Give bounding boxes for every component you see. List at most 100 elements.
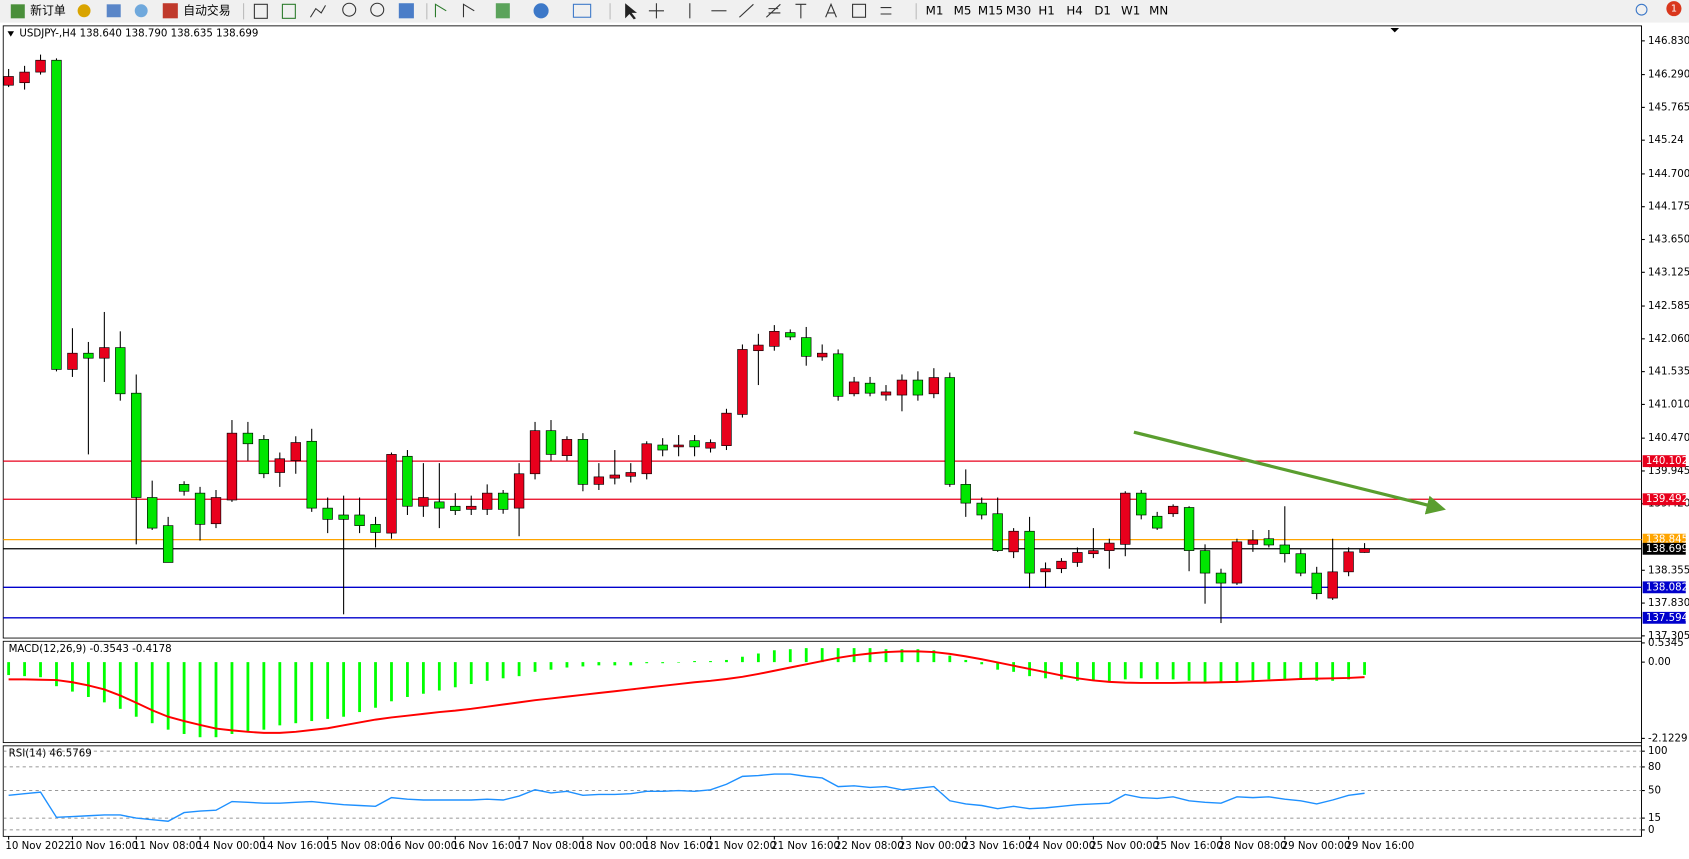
templates-icon[interactable] — [572, 3, 592, 18]
candle-body — [1056, 560, 1067, 570]
candle-body — [322, 507, 333, 520]
timeframe-button[interactable]: H4 — [1066, 3, 1082, 17]
notification-badge[interactable] — [1666, 1, 1682, 17]
histogram-bar — [597, 662, 601, 666]
shift-icon[interactable] — [462, 3, 475, 18]
candle-body — [513, 473, 525, 509]
y-tick-label: 146.290 — [1648, 70, 1689, 81]
notification-count[interactable]: 1 — [1671, 4, 1677, 15]
toolbar — [0, 0, 1689, 23]
timeframe-button[interactable]: H1 — [1038, 3, 1054, 17]
x-tick-label: 10 Nov 16:00 — [69, 841, 138, 852]
crosshair-icon[interactable] — [648, 3, 664, 19]
search-icon[interactable] — [1635, 3, 1648, 16]
x-tick-label: 16 Nov 00:00 — [388, 841, 457, 852]
y-tick-label: 142.585 — [1648, 301, 1689, 312]
symbol-marker — [7, 31, 15, 37]
histogram-bar — [469, 662, 473, 685]
candle-body — [1183, 507, 1195, 551]
scroll-icon[interactable] — [434, 3, 447, 18]
candle-body — [641, 443, 652, 475]
new-order-icon[interactable] — [10, 4, 25, 19]
histogram-bar — [421, 662, 425, 694]
periods-icon[interactable] — [533, 3, 549, 19]
price-level-label: 139.492 — [1646, 494, 1688, 505]
candle-body — [338, 514, 349, 520]
y-tick-label: 141.010 — [1648, 399, 1689, 410]
histogram-bar — [932, 650, 936, 663]
candle-body — [67, 352, 78, 370]
icon[interactable] — [77, 4, 91, 18]
indicator-title: RSI(14) 46.5769 — [9, 748, 92, 759]
price-level-label: 137.594 — [1646, 613, 1688, 624]
zoom-in-icon[interactable] — [342, 2, 357, 17]
candle-body — [944, 377, 955, 485]
channel-icon[interactable] — [765, 3, 781, 18]
candle-body — [880, 391, 892, 396]
candle-body — [1167, 505, 1179, 515]
y-tick-label: 139.945 — [1648, 466, 1689, 477]
candle-body — [450, 505, 461, 511]
y-tick-label: 138.355 — [1648, 565, 1689, 576]
histogram-bar — [102, 662, 106, 703]
timeframe-button[interactable]: M15 — [978, 3, 1003, 17]
y-tick-label: 144.175 — [1648, 202, 1689, 213]
auto-trading-button[interactable]: 自动交易 — [183, 3, 230, 17]
timeframe-button[interactable]: D1 — [1094, 3, 1111, 17]
histogram-bar — [788, 649, 792, 663]
x-tick-label: 25 Nov 00:00 — [1090, 841, 1159, 852]
candle-body — [1343, 551, 1354, 573]
icon[interactable] — [106, 4, 121, 18]
histogram-bar — [836, 648, 840, 663]
y-tick-label: 15 — [1648, 813, 1661, 824]
candle-body — [51, 59, 62, 370]
candle-body — [545, 430, 557, 455]
candle-body — [753, 344, 764, 352]
histogram-bar — [326, 662, 330, 719]
auto-trading-icon[interactable] — [162, 3, 178, 19]
trendline-icon[interactable] — [739, 3, 754, 18]
timeframe-button[interactable]: M5 — [954, 3, 972, 17]
candle-body — [147, 497, 158, 529]
label-icon[interactable] — [852, 3, 867, 18]
bar-chart-icon[interactable] — [253, 3, 268, 19]
zoom-out-icon[interactable] — [370, 2, 385, 17]
candle-body — [912, 379, 924, 396]
timeframe-button[interactable]: MN — [1149, 3, 1168, 17]
icon[interactable] — [134, 4, 148, 18]
histogram-bar — [358, 662, 361, 713]
histogram-bar — [693, 661, 696, 663]
candle-body — [1008, 530, 1019, 553]
timeframe-button[interactable]: W1 — [1121, 3, 1140, 17]
candle-body — [1072, 552, 1083, 563]
line-chart-icon[interactable] — [309, 5, 326, 18]
indicators-icon[interactable] — [495, 3, 510, 19]
candle-body — [370, 524, 381, 533]
arrows-icon[interactable] — [880, 7, 892, 15]
fibo-icon[interactable] — [795, 3, 807, 19]
histogram-bar — [246, 662, 250, 732]
histogram-bar — [677, 662, 681, 663]
price-level-box — [1642, 581, 1686, 594]
text-icon[interactable] — [825, 2, 837, 18]
cursor-icon[interactable] — [625, 3, 638, 20]
candle-chart-icon[interactable] — [281, 3, 296, 19]
timeframe-button[interactable]: M1 — [926, 3, 944, 17]
candle-body — [1311, 572, 1322, 595]
candle-body — [418, 497, 429, 507]
y-tick-label: 0.5345 — [1648, 638, 1684, 649]
candle-body — [1136, 492, 1147, 516]
candle-body — [242, 432, 254, 445]
timeframe-button[interactable]: M30 — [1006, 3, 1031, 17]
y-tick-label: 137.830 — [1648, 598, 1689, 609]
candle-body — [705, 442, 716, 449]
candle-body — [178, 484, 190, 492]
tile-icon[interactable] — [398, 3, 414, 19]
histogram-bar — [549, 662, 553, 670]
candle-body — [83, 352, 94, 359]
new-order-button[interactable]: 新订单 — [30, 3, 66, 17]
histogram-bar — [645, 662, 649, 664]
histogram-bar — [342, 662, 346, 717]
histogram-bar — [517, 662, 521, 677]
